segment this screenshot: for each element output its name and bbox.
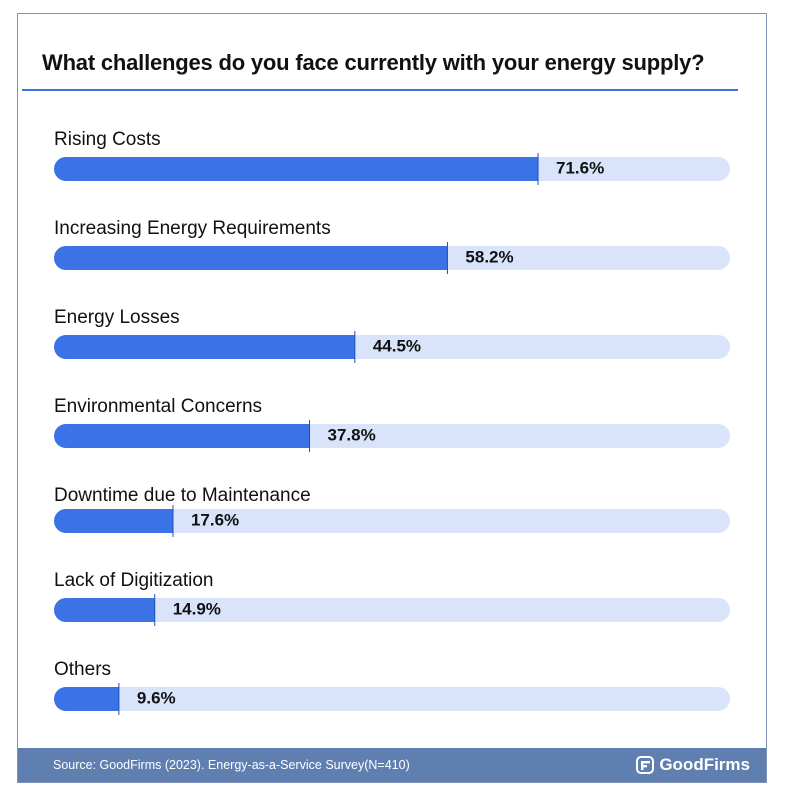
chart-title: What challenges do you face currently wi… xyxy=(42,50,705,75)
category-label: Rising Costs xyxy=(54,129,161,150)
value-label: 17.6% xyxy=(191,510,239,529)
category-label: Others xyxy=(54,659,111,680)
category-label: Environmental Concerns xyxy=(54,396,262,417)
bar xyxy=(54,598,155,622)
bar-track xyxy=(54,509,730,533)
bar xyxy=(54,157,539,181)
category-label: Lack of Digitization xyxy=(54,570,213,591)
bar-track xyxy=(54,687,730,711)
bar xyxy=(54,509,173,533)
category-label: Energy Losses xyxy=(54,307,180,328)
bar xyxy=(54,687,119,711)
chart-card: What challenges do you face currently wi… xyxy=(17,13,767,783)
category-label: Increasing Energy Requirements xyxy=(54,218,331,239)
goodfirms-logo-icon xyxy=(636,756,655,774)
bar xyxy=(54,424,310,448)
value-label: 14.9% xyxy=(173,599,221,618)
bar-track xyxy=(54,598,730,622)
source-note: Source: GoodFirms (2023). Energy-as-a-Se… xyxy=(53,758,410,772)
footer-bar: Source: GoodFirms (2023). Energy-as-a-Se… xyxy=(18,748,766,782)
title-divider xyxy=(22,89,738,91)
value-label: 44.5% xyxy=(373,336,421,355)
category-label: Downtime due to Maintenance xyxy=(54,485,311,506)
value-label: 71.6% xyxy=(556,158,604,177)
bar xyxy=(54,335,355,359)
value-label: 58.2% xyxy=(465,247,513,266)
value-label: 37.8% xyxy=(328,425,376,444)
brand-name: GoodFirms xyxy=(659,755,750,774)
value-label: 9.6% xyxy=(137,688,176,707)
bar xyxy=(54,246,448,270)
brand-logo: GoodFirms xyxy=(636,755,750,775)
